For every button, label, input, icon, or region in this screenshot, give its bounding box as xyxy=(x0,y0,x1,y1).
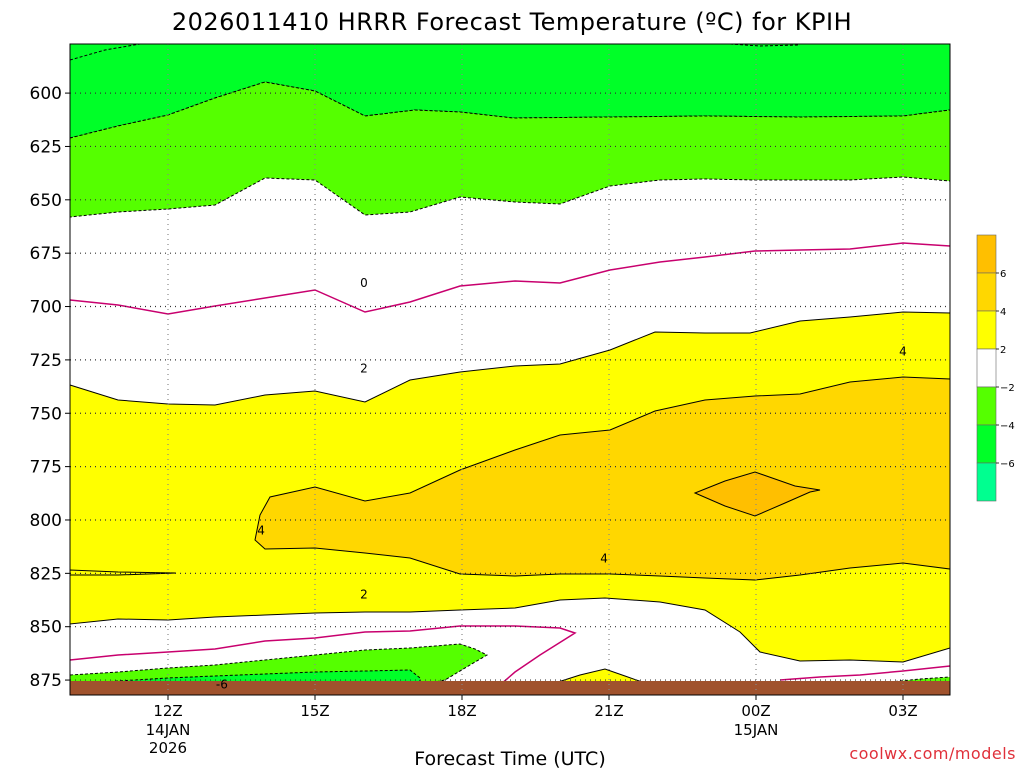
y-tick-label: 875 xyxy=(30,671,62,691)
y-tick-label: 725 xyxy=(30,351,62,371)
contour-line-top-right xyxy=(729,43,801,47)
y-tick-label: 600 xyxy=(30,84,62,104)
contour-zero-lower-right xyxy=(779,665,951,681)
colorbar-tick-label: 4 xyxy=(1000,307,1006,318)
y-tick-label: 800 xyxy=(30,511,62,531)
colorbar-tick-label: −4 xyxy=(1000,421,1015,432)
y-tick-label: 750 xyxy=(30,404,62,424)
colorbar: 6 4 2 −2 −4 −6 xyxy=(976,234,1015,502)
colorbar-swatch xyxy=(976,272,997,312)
colorbar-swatch xyxy=(976,462,997,502)
colorbar-tick-label: −2 xyxy=(1000,383,1015,394)
colorbar-swatch xyxy=(976,310,997,350)
band-warm-6 xyxy=(693,471,821,517)
band-cold-4 xyxy=(69,81,951,218)
contour-label: 4 xyxy=(899,344,907,358)
contour-line-top xyxy=(69,43,141,61)
y-tick-label: 825 xyxy=(30,564,62,584)
x-tick-label: 18Z xyxy=(447,702,476,720)
colorbar-swatch xyxy=(976,348,997,388)
colorbar-swatch xyxy=(976,424,997,464)
y-tick-label: 850 xyxy=(30,618,62,638)
x-tick-date: 14JAN xyxy=(146,721,191,739)
contour-zero-lower xyxy=(69,625,577,686)
y-tick-label: 650 xyxy=(30,191,62,211)
x-tick-year: 2026 xyxy=(149,739,187,757)
x-tick-label: 15Z xyxy=(300,702,329,720)
y-tick-label: 675 xyxy=(30,244,62,264)
x-tick-label: 00Z xyxy=(741,702,770,720)
x-tick-label: 03Z xyxy=(888,702,917,720)
contour-label: 2 xyxy=(360,361,368,375)
plot-area: 0 2 4 4 4 2 -6 xyxy=(69,43,951,696)
x-tick-label: 21Z xyxy=(594,702,623,720)
colorbar-tick-label: 6 xyxy=(1000,269,1006,280)
y-tick-label: 775 xyxy=(30,458,62,478)
y-tick-label: 625 xyxy=(30,137,62,157)
contour-label: 2 xyxy=(360,588,368,602)
plot-frame xyxy=(69,43,951,696)
credit-text: coolwx.com/models xyxy=(849,744,1016,763)
colorbar-tick-label: 2 xyxy=(1000,345,1006,356)
contour-label: 4 xyxy=(600,551,608,565)
x-axis-label: Forecast Time (UTC) xyxy=(414,748,605,768)
colorbar-swatch xyxy=(976,386,997,426)
colorbar-tick-label: −6 xyxy=(1000,459,1015,470)
contour-labels: 0 2 4 4 4 2 -6 xyxy=(216,276,907,691)
x-tick-date: 15JAN xyxy=(734,721,779,739)
colorbar-swatch xyxy=(976,234,997,274)
y-axis: 600 625 650 675 700 725 750 775 800 825 850 875 xyxy=(30,84,70,691)
contour-label: -6 xyxy=(216,677,228,691)
y-tick-label: 700 xyxy=(30,298,62,318)
contour-label: 0 xyxy=(360,276,368,290)
ground-terrain xyxy=(70,681,950,695)
chart-title: 2026011410 HRRR Forecast Temperature (ºC… xyxy=(172,8,852,36)
x-tick-label: 12Z xyxy=(153,702,182,720)
contour-label: 4 xyxy=(257,524,265,538)
gridlines xyxy=(70,44,950,695)
